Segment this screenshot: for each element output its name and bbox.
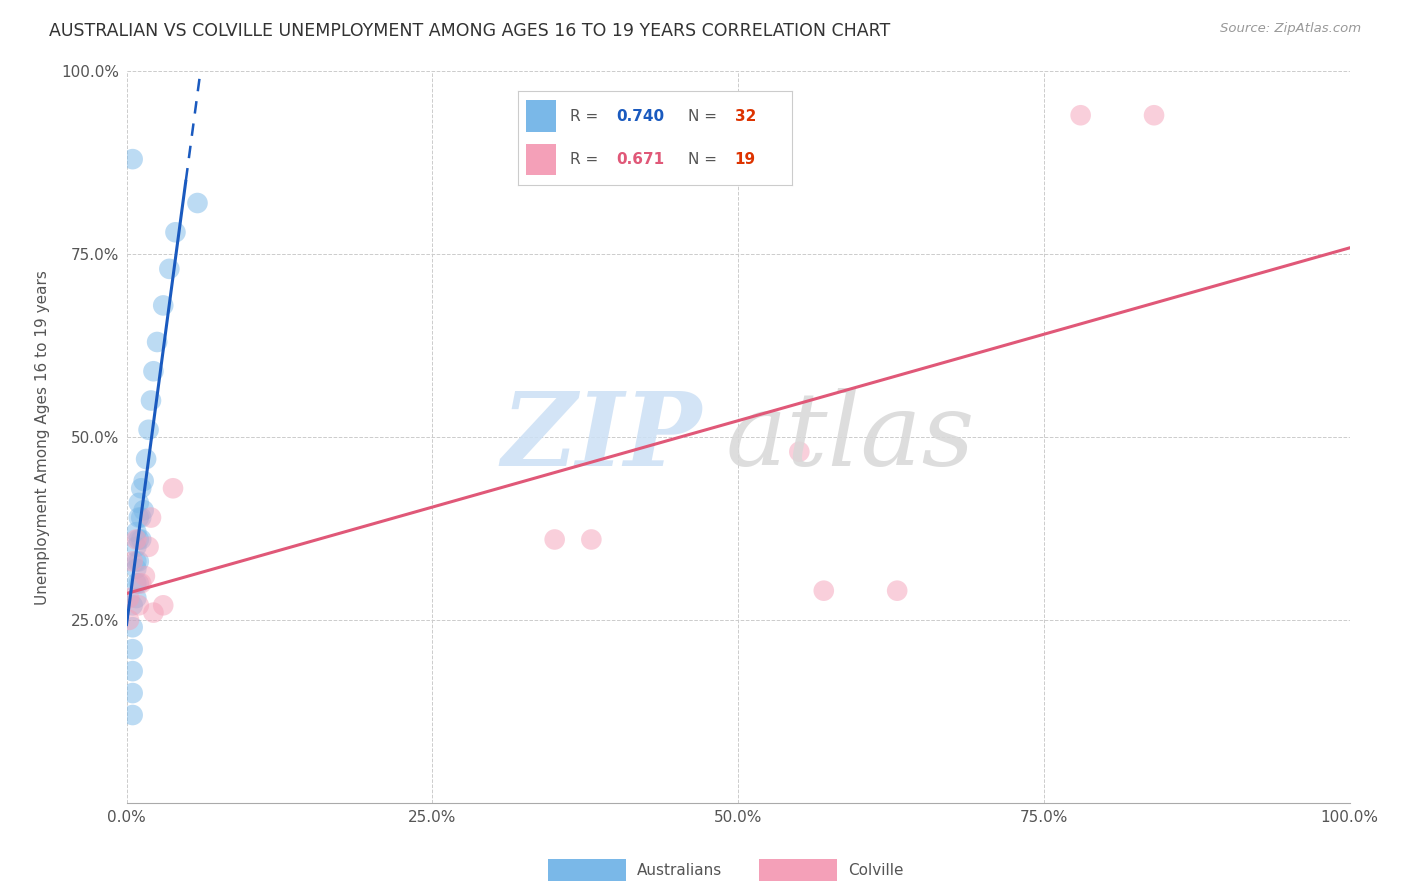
Point (125, 533, 148, 547)
Point (125, 554, 148, 568)
Point (886, 583, 908, 598)
Text: N =: N = (688, 152, 721, 167)
Point (132, 503, 155, 517)
Point (121, 686, 143, 700)
Point (152, 298, 174, 312)
Point (118, 613, 141, 627)
Point (121, 554, 143, 568)
Point (132, 474, 155, 488)
Point (128, 576, 150, 591)
Point (121, 642, 143, 657)
Text: 32: 32 (734, 109, 756, 124)
Point (129, 533, 152, 547)
Point (135, 452, 157, 467)
Text: Source: ZipAtlas.com: Source: ZipAtlas.com (1220, 22, 1361, 36)
Text: 19: 19 (734, 152, 755, 167)
Point (787, 444, 810, 458)
Point (138, 423, 160, 437)
Point (139, 510, 162, 524)
Point (121, 620, 143, 634)
Text: N =: N = (688, 109, 721, 124)
Point (128, 599, 150, 613)
Point (581, 533, 603, 547)
Point (128, 510, 150, 524)
Bar (526, 144, 557, 176)
Text: 0.671: 0.671 (617, 152, 665, 167)
Point (129, 576, 152, 591)
Point (121, 599, 143, 613)
Point (125, 591, 148, 605)
Text: R =: R = (569, 109, 603, 124)
Point (186, 196, 208, 211)
Point (152, 599, 174, 613)
Point (125, 576, 148, 591)
Point (165, 225, 187, 239)
Point (162, 481, 184, 495)
Point (121, 708, 143, 723)
Point (138, 540, 160, 554)
Point (813, 583, 835, 598)
Point (157, 261, 180, 276)
Text: Australians: Australians (637, 863, 723, 878)
Point (142, 364, 165, 378)
Point (129, 510, 152, 524)
Point (128, 554, 150, 568)
Point (1070, 108, 1092, 122)
Point (121, 152, 143, 166)
Text: ZIP: ZIP (501, 388, 702, 486)
Text: atlas: atlas (725, 388, 976, 486)
Point (128, 533, 150, 547)
Point (125, 540, 148, 554)
Bar (526, 101, 557, 132)
Point (121, 664, 143, 678)
Point (142, 606, 165, 620)
Point (543, 533, 565, 547)
Point (125, 562, 148, 576)
Text: Colville: Colville (848, 863, 903, 878)
Y-axis label: Unemployment Among Ages 16 to 19 years: Unemployment Among Ages 16 to 19 years (35, 269, 51, 605)
Text: R =: R = (569, 152, 603, 167)
Point (129, 481, 152, 495)
Point (1143, 108, 1166, 122)
Point (139, 393, 162, 408)
Point (118, 591, 141, 605)
Point (134, 569, 156, 583)
Point (128, 496, 150, 510)
Text: AUSTRALIAN VS COLVILLE UNEMPLOYMENT AMONG AGES 16 TO 19 YEARS CORRELATION CHART: AUSTRALIAN VS COLVILLE UNEMPLOYMENT AMON… (49, 22, 890, 40)
Point (146, 334, 169, 349)
Text: 0.740: 0.740 (617, 109, 665, 124)
Point (125, 525, 148, 540)
